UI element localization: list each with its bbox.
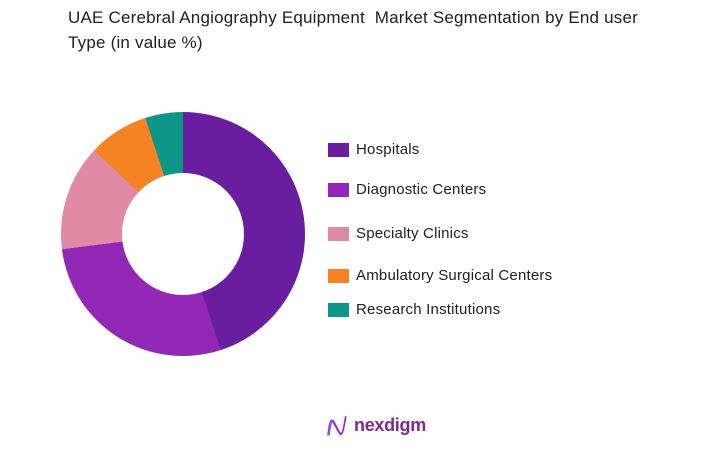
legend-swatch-ambulatory-surgical-centers xyxy=(328,268,349,283)
legend-item-hospitals[interactable]: Hospitals xyxy=(328,141,420,158)
donut-chart xyxy=(61,112,305,356)
legend-swatch-diagnostic-centers xyxy=(328,182,349,197)
legend-item-diagnostic-centers[interactable]: Diagnostic Centers xyxy=(328,181,487,198)
legend-item-ambulatory-surgical-centers[interactable]: Ambulatory Surgical Centers xyxy=(328,267,553,284)
legend-item-specialty-clinics[interactable]: Specialty Clinics xyxy=(328,225,469,242)
legend-label-diagnostic-centers: Diagnostic Centers xyxy=(356,181,487,198)
legend-label-specialty-clinics: Specialty Clinics xyxy=(356,225,469,242)
legend-swatch-hospitals xyxy=(328,142,349,157)
legend-label-hospitals: Hospitals xyxy=(356,141,420,158)
nexdigm-wave-n-icon xyxy=(327,415,347,436)
legend-label-ambulatory-surgical-centers: Ambulatory Surgical Centers xyxy=(356,267,553,284)
legend-swatch-specialty-clinics xyxy=(328,226,349,241)
donut-hole xyxy=(122,173,244,295)
chart-title: UAE Cerebral Angiography Equipment Marke… xyxy=(68,8,643,52)
legend: Hospitals Diagnostic Centers Specialty C… xyxy=(328,141,658,322)
brand-footer: nexdigm xyxy=(325,413,426,438)
legend-item-research-institutions[interactable]: Research Institutions xyxy=(328,301,501,318)
legend-label-research-institutions: Research Institutions xyxy=(356,301,501,318)
brand-wordmark: nexdigm xyxy=(354,415,426,435)
legend-swatch-research-institutions xyxy=(328,302,349,317)
